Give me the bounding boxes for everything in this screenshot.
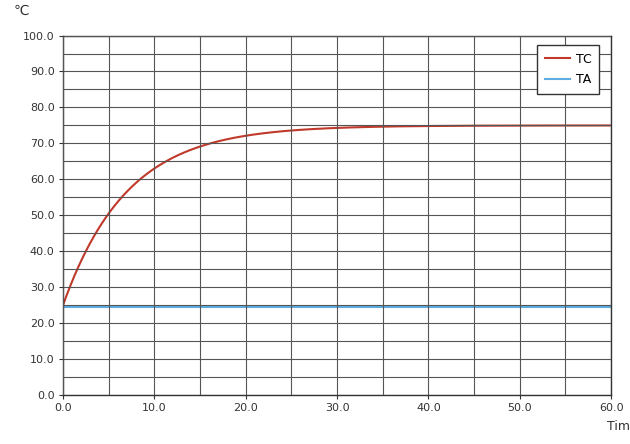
- Line: TC: TC: [63, 126, 611, 305]
- TC: [496, 123, 504, 128]
- TA: [496, 305, 504, 310]
- TA: [435, 305, 443, 310]
- Legend: TC, TA: TC, TA: [537, 45, 599, 94]
- TC: [301, 127, 308, 132]
- TA: [301, 305, 308, 310]
- Text: ℃: ℃: [14, 4, 30, 17]
- TC: [281, 128, 289, 134]
- TA: [486, 305, 494, 310]
- TA: [59, 305, 67, 310]
- TC: [607, 123, 615, 128]
- TA: [607, 305, 615, 310]
- TA: [115, 305, 123, 310]
- X-axis label: Time: Time: [607, 420, 630, 433]
- TA: [281, 305, 289, 310]
- TC: [435, 123, 443, 129]
- TC: [486, 123, 494, 128]
- TC: [115, 198, 123, 203]
- TC: [59, 303, 67, 308]
